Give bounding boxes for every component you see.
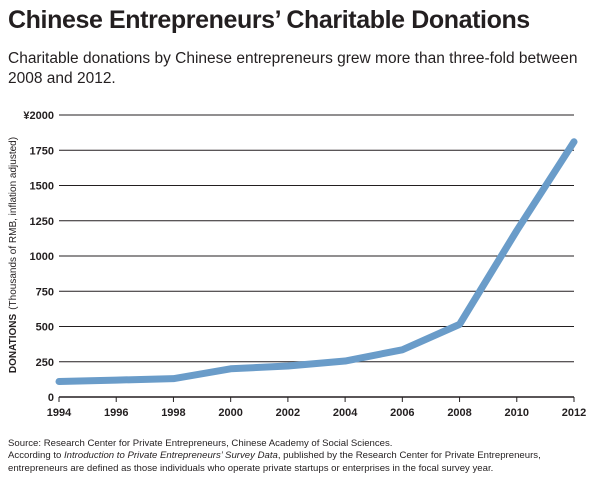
- x-tick-label: 2012: [562, 407, 586, 419]
- x-tick-label: 2000: [218, 407, 242, 419]
- x-tick-label: 1996: [104, 407, 128, 419]
- x-tick-label: 1994: [47, 407, 72, 419]
- data-point: [230, 368, 232, 370]
- x-tick-label: 2008: [447, 407, 471, 419]
- data-point: [172, 378, 174, 380]
- x-tick-label: 1998: [161, 407, 185, 419]
- y-tick-label: 750: [36, 286, 54, 298]
- x-tick-label: 2006: [390, 407, 414, 419]
- y-axis-title: DONATIONS (Thousands of RMB, inflation ad…: [8, 137, 19, 373]
- data-point: [401, 349, 403, 351]
- y-tick-label: ¥2000: [23, 110, 54, 122]
- data-point: [344, 360, 346, 362]
- series-layer: [55, 138, 578, 385]
- series-line: [55, 138, 578, 385]
- y-axis-ticks: 0 250 500 750 1000 1250 1500 1750 ¥2000: [23, 110, 54, 404]
- y-axis-title-bold: DONATIONS: [8, 313, 19, 373]
- y-axis-title-rest: (Thousands of RMB, inflation adjusted): [8, 137, 19, 310]
- y-tick-label: 500: [36, 322, 54, 334]
- x-tick-label: 2002: [276, 407, 300, 419]
- data-point: [573, 141, 575, 143]
- y-tick-label: 1000: [30, 251, 54, 263]
- data-point: [58, 380, 60, 382]
- definition-suffix: , published by the Research Center for P…: [8, 450, 541, 474]
- data-point: [287, 365, 289, 367]
- x-axis-ticks: 1994 1996 1998 2000 2002 2004 2006 2008 2010 2012: [47, 397, 586, 419]
- data-point: [459, 323, 461, 325]
- y-tick-label: 250: [36, 357, 54, 369]
- y-tick-label: 1250: [30, 216, 54, 228]
- definition-note: According to Introduction to Private Ent…: [8, 450, 588, 475]
- x-tick-label: 2010: [505, 407, 529, 419]
- grid-lines: [59, 114, 574, 398]
- data-point: [516, 230, 518, 232]
- survey-title: Introduction to Private Entrepreneurs’ S…: [64, 450, 278, 462]
- y-tick-label: 1500: [30, 181, 54, 193]
- definition-prefix: According to: [8, 450, 64, 462]
- x-tick-label: 2004: [333, 407, 358, 419]
- line-chart: 0 250 500 750 1000 1250 1500 1750 ¥2000 1994 1996…: [8, 110, 586, 419]
- footnotes: Source: Research Center for Private Entr…: [8, 438, 588, 475]
- data-point: [115, 379, 117, 381]
- chart-title: Chinese Entrepreneurs’ Charitable Donati…: [8, 6, 530, 34]
- y-tick-label: 0: [48, 392, 54, 404]
- source-note: Source: Research Center for Private Entr…: [8, 438, 393, 449]
- chart-subtitle: Charitable donations by Chinese entrepre…: [8, 50, 578, 87]
- y-tick-label: 1750: [30, 145, 54, 157]
